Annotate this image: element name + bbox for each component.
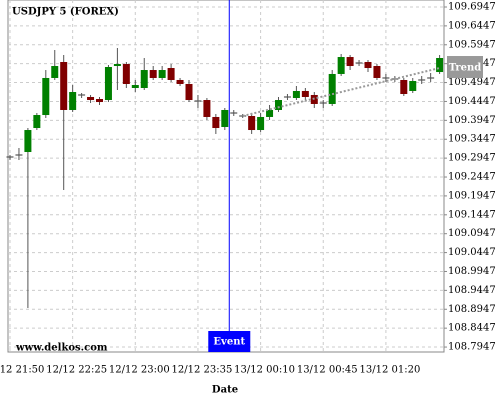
candle-body	[42, 77, 50, 116]
x-tick-label: 13/12 00:10	[234, 365, 295, 376]
candle-body	[221, 109, 229, 127]
x-tick-label: 12/12 21:50	[0, 365, 44, 376]
y-tick-label: 109.2447	[448, 172, 496, 183]
x-tick-label: 12/12 23:00	[109, 365, 170, 376]
y-tick-label: 109.2947	[448, 153, 496, 164]
candle-body	[373, 66, 381, 78]
candle-body	[104, 66, 112, 101]
y-tick-label: 108.9447	[448, 285, 496, 296]
candle-body	[33, 115, 41, 129]
candle-body	[248, 115, 256, 131]
candle-body	[149, 70, 157, 78]
x-tick-label: 13/12 01:20	[359, 365, 420, 376]
candle-body	[400, 79, 408, 95]
x-tick-label: 13/12 00:45	[297, 365, 358, 376]
event-label: Event	[213, 337, 245, 348]
y-tick-label: 109.4447	[448, 96, 496, 107]
trend-line	[242, 67, 440, 117]
candle-body	[301, 90, 309, 97]
candle-body	[409, 81, 417, 91]
x-axis-title: Date	[212, 385, 238, 396]
watermark: www.delkos.com	[15, 343, 108, 354]
candle-body	[257, 116, 265, 131]
y-tick-label: 108.9947	[448, 266, 496, 277]
y-tick-label: 109.3947	[448, 115, 496, 126]
candle-body	[176, 79, 184, 84]
x-tick-label: 12/12 22:25	[46, 365, 107, 376]
candle-body	[364, 62, 372, 69]
event-label-box	[208, 331, 251, 352]
x-tick-label: 12/12 23:35	[172, 365, 233, 376]
y-tick-label: 109.1947	[448, 190, 496, 201]
candle-body	[87, 96, 95, 101]
y-tick-label: 108.8947	[448, 304, 496, 315]
candle-body	[158, 70, 166, 78]
y-tick-label: 109.0947	[448, 228, 496, 239]
candle-body	[131, 85, 139, 88]
y-tick-label: 109.0447	[448, 247, 496, 258]
candle-body	[185, 83, 193, 101]
y-tick-label: 109.6947	[448, 1, 496, 12]
chart-title: USDJPY 5 (FOREX)	[12, 7, 119, 18]
candle-body	[24, 130, 32, 153]
plot-frame	[7, 0, 445, 353]
candle-body	[275, 100, 282, 110]
y-tick-label: 109.1447	[448, 209, 496, 220]
candle-body	[337, 57, 345, 74]
candle-body	[140, 70, 148, 88]
candle-body	[69, 92, 77, 110]
y-tick-label: 109.3447	[448, 134, 496, 145]
candle-body	[266, 109, 274, 117]
candle-body	[203, 100, 211, 117]
y-tick-label: 108.8447	[448, 323, 496, 334]
candle-body	[122, 64, 130, 84]
y-tick-label: 108.7947	[448, 342, 496, 353]
trend-label-box	[447, 56, 483, 79]
candle-body	[346, 57, 354, 67]
candle-body	[328, 73, 336, 104]
y-tick-label: 109.6447	[448, 20, 496, 31]
candle-body	[436, 57, 444, 73]
y-tick-label: 109.5947	[448, 39, 496, 50]
candle-body	[60, 62, 68, 110]
candle-body	[113, 64, 121, 67]
candle-body	[51, 66, 59, 78]
candle-body	[96, 98, 103, 103]
y-tick-label: 109.4947	[448, 77, 496, 88]
candle-body	[292, 90, 300, 99]
candle-body	[212, 116, 220, 129]
trend-label: Trend	[449, 63, 482, 74]
candle-body	[167, 68, 175, 80]
